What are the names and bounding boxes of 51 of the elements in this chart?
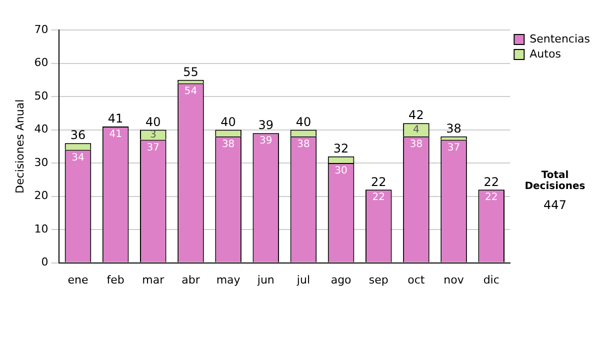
data-label: 4 (413, 124, 420, 136)
total-label: 22 (484, 174, 499, 189)
y-tick-label: 40 (34, 122, 48, 136)
y-tick-label: 50 (34, 89, 48, 102)
total-label: 36 (70, 128, 86, 142)
y-tick-label: 30 (34, 156, 48, 169)
text: 447 (542, 198, 568, 212)
total-label: 22 (370, 174, 386, 189)
total-label: 40 (220, 114, 236, 129)
y-tick-label: 0 (41, 256, 48, 269)
text: Total Decisiones (524, 170, 586, 192)
total-label: 42 (408, 108, 424, 122)
x-tick-label: ago (330, 273, 352, 286)
data-label: 38 (410, 139, 423, 150)
x-tick-label: may (216, 273, 241, 286)
x-tick-label: abr (182, 273, 200, 286)
data-label: 30 (334, 166, 348, 177)
x-tick-label: jun (256, 273, 274, 286)
total-label: 38 (446, 122, 462, 136)
total-label: 39 (258, 118, 274, 132)
data-label: 38 (222, 139, 235, 150)
legend-label: Sentencias (530, 32, 590, 46)
y-axis-title: Decisiones Anual (13, 99, 26, 194)
data-label: 39 (260, 136, 272, 147)
x-tick-label: dic (483, 273, 500, 286)
data-label: 34 (72, 152, 84, 164)
total-label: 32 (333, 142, 349, 156)
data-label: 22 (484, 192, 498, 204)
x-tick-label: oct (408, 273, 426, 286)
data-label: 37 (146, 142, 160, 154)
total-label: 40 (296, 114, 312, 129)
x-tick-label: sep (368, 273, 388, 286)
data-label: 38 (297, 139, 310, 150)
x-tick-label: mar (142, 273, 165, 286)
total-label: 41 (108, 112, 124, 126)
legend-label: Autos (530, 47, 562, 60)
x-tick-label: jul (296, 273, 310, 286)
y-tick-label: 20 (34, 189, 48, 202)
data-label: 54 (184, 86, 198, 97)
x-tick-label: feb (106, 273, 124, 286)
data-label: 41 (109, 129, 122, 140)
data-label: 3 (150, 129, 156, 140)
x-tick-label: nov (444, 273, 464, 286)
y-tick-label: 70 (34, 22, 48, 36)
y-tick-label: 10 (34, 222, 48, 236)
data-label: 22 (372, 192, 385, 204)
y-tick-label: 60 (34, 56, 48, 70)
data-label: 37 (447, 142, 460, 154)
x-tick-label: ene (68, 273, 88, 286)
total-label: 40 (146, 114, 161, 129)
total-label: 55 (183, 65, 198, 80)
